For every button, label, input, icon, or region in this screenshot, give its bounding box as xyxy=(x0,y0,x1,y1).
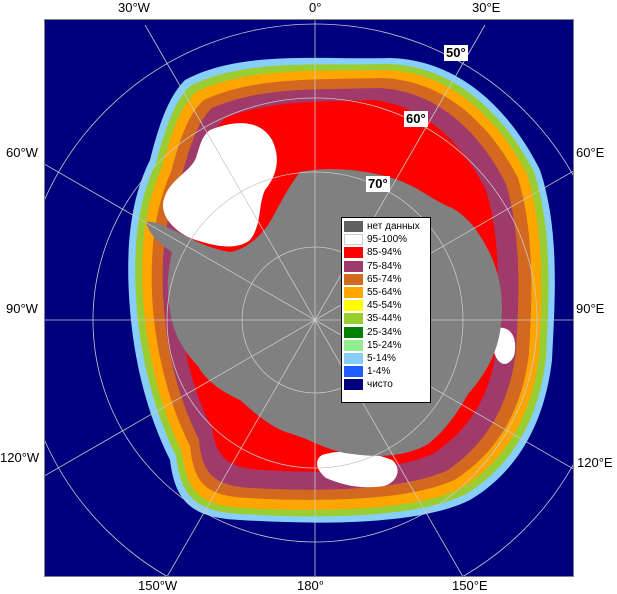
legend-label: 75-84% xyxy=(367,260,402,272)
legend-item: 1-4% xyxy=(344,365,428,378)
legend-swatch xyxy=(344,326,363,338)
ice-white-weddell xyxy=(162,123,277,247)
legend: нет данных 95-100% 85-94% 75-84% 65-74% … xyxy=(341,217,431,403)
legend-item: 5-14% xyxy=(344,352,428,365)
legend-swatch xyxy=(344,221,363,233)
legend-label: 1-4% xyxy=(367,366,391,378)
legend-label: нет данных xyxy=(367,221,420,233)
legend-swatch xyxy=(344,247,363,259)
lon-label-30w: 30°W xyxy=(118,0,150,15)
lat-label-70: 70° xyxy=(366,176,390,192)
lon-label-120w: 120°W xyxy=(0,450,40,465)
lat-label-60: 60° xyxy=(404,111,428,127)
legend-label: 45-54% xyxy=(367,300,402,312)
legend-swatch xyxy=(344,287,363,299)
lon-label-0: 0° xyxy=(309,0,322,15)
legend-item: 25-34% xyxy=(344,326,428,339)
legend-label: 95-100% xyxy=(367,234,408,246)
legend-label: 15-24% xyxy=(367,339,402,351)
legend-swatch xyxy=(344,313,363,325)
lon-label-180: 180° xyxy=(297,578,324,593)
legend-label: 25-34% xyxy=(367,326,402,338)
legend-swatch xyxy=(344,234,363,246)
legend-swatch xyxy=(344,260,363,272)
legend-swatch xyxy=(344,339,363,351)
legend-item: 35-44% xyxy=(344,312,428,325)
lon-label-150w: 150°W xyxy=(138,578,178,593)
legend-swatch xyxy=(344,379,363,391)
lon-label-150e: 150°E xyxy=(452,578,488,593)
legend-item: 65-74% xyxy=(344,273,428,286)
lon-label-90w: 90°W xyxy=(6,301,38,316)
lon-label-60e: 60°E xyxy=(576,145,605,160)
legend-item: 85-94% xyxy=(344,246,428,259)
legend-label: 5-14% xyxy=(367,352,396,364)
legend-swatch xyxy=(344,366,363,378)
legend-label: 35-44% xyxy=(367,313,402,325)
legend-item: чисто xyxy=(344,378,428,391)
lat-label-50: 50° xyxy=(444,45,468,61)
legend-label: 85-94% xyxy=(367,247,402,259)
legend-item: 55-64% xyxy=(344,286,428,299)
legend-item: 15-24% xyxy=(344,339,428,352)
legend-item: 45-54% xyxy=(344,299,428,312)
lon-label-60w: 60°W xyxy=(6,145,38,160)
lon-label-30e: 30°E xyxy=(472,0,501,15)
legend-label: 65-74% xyxy=(367,273,402,285)
legend-item: нет данных xyxy=(344,220,428,233)
lon-label-120e: 120°E xyxy=(577,455,613,470)
lon-label-90e: 90°E xyxy=(576,301,605,316)
legend-label: 55-64% xyxy=(367,287,402,299)
legend-item: 95-100% xyxy=(344,233,428,246)
legend-swatch xyxy=(344,352,363,364)
legend-item: 75-84% xyxy=(344,260,428,273)
legend-label: чисто xyxy=(367,379,393,391)
legend-swatch xyxy=(344,273,363,285)
legend-swatch xyxy=(344,300,363,312)
ice-white-ross xyxy=(317,451,398,488)
